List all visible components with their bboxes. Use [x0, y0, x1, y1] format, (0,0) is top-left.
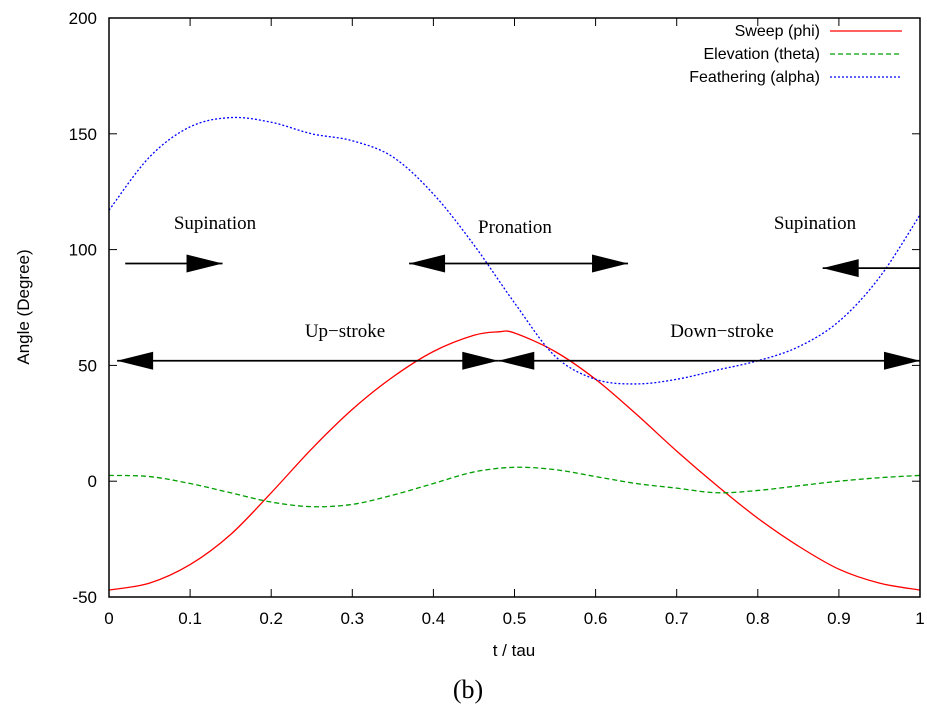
annotation-pronation: Pronation [478, 217, 552, 238]
legend: Sweep (phi) Elevation (theta) Feathering… [689, 23, 902, 86]
x-tick-label: 0.6 [584, 609, 608, 628]
x-axis: 0 0.1 0.2 0.3 0.4 0.5 0.6 0.7 0.8 0.9 1 [104, 18, 925, 628]
arrow-head-supination_right [822, 259, 859, 278]
y-axis-label: Angle (Degree) [14, 249, 33, 364]
annotation-upstroke: Up−stroke [305, 321, 385, 342]
arrow-head-start-downstroke [498, 351, 535, 370]
y-tick-label: 50 [78, 356, 97, 375]
y-axis: -50 0 50 100 150 200 [69, 9, 920, 607]
legend-label-elevation: Elevation (theta) [703, 46, 820, 63]
legend-label-sweep: Sweep (phi) [735, 23, 820, 40]
x-tick-label: 0 [104, 609, 113, 628]
x-tick-label: 0.5 [503, 609, 527, 628]
legend-label-feathering: Feathering (alpha) [689, 69, 820, 86]
x-tick-label: 0.9 [827, 609, 851, 628]
y-tick-label: 0 [88, 472, 97, 491]
series-line-2 [108, 116, 921, 385]
arrow-head-downstroke [884, 351, 920, 370]
arrow-head-start-upstroke [117, 351, 154, 370]
series-line-0 [108, 330, 921, 591]
arrow-head-upstroke [462, 351, 499, 370]
x-axis-label: t / tau [493, 641, 536, 660]
arrow-head-supination_left [186, 254, 223, 273]
y-tick-label: 150 [69, 125, 97, 144]
x-tick-label: 0.1 [178, 609, 202, 628]
y-tick-label: 200 [69, 9, 97, 28]
x-tick-label: 1 [915, 609, 924, 628]
x-tick-label: 0.8 [746, 609, 770, 628]
y-tick-label: 100 [69, 241, 97, 260]
arrow-head-pronation [592, 254, 629, 273]
plot-frame [108, 17, 921, 598]
x-tick-label: 0.4 [422, 609, 446, 628]
annotation-downstroke: Down−stroke [670, 321, 774, 342]
y-tick-label: -50 [72, 588, 97, 607]
annotation-supination-left: Supination [174, 213, 257, 234]
series-line-1 [108, 466, 921, 508]
arrows [117, 254, 920, 370]
plot-marks [108, 116, 921, 591]
arrow-head-start-pronation [409, 254, 446, 273]
x-tick-label: 0.7 [665, 609, 689, 628]
annotation-supination-right: Supination [774, 213, 857, 234]
figure-caption: (b) [453, 675, 483, 704]
annotations: Supination Pronation Supination Up−strok… [174, 213, 857, 342]
x-tick-label: 0.3 [340, 609, 364, 628]
x-tick-label: 0.2 [259, 609, 283, 628]
